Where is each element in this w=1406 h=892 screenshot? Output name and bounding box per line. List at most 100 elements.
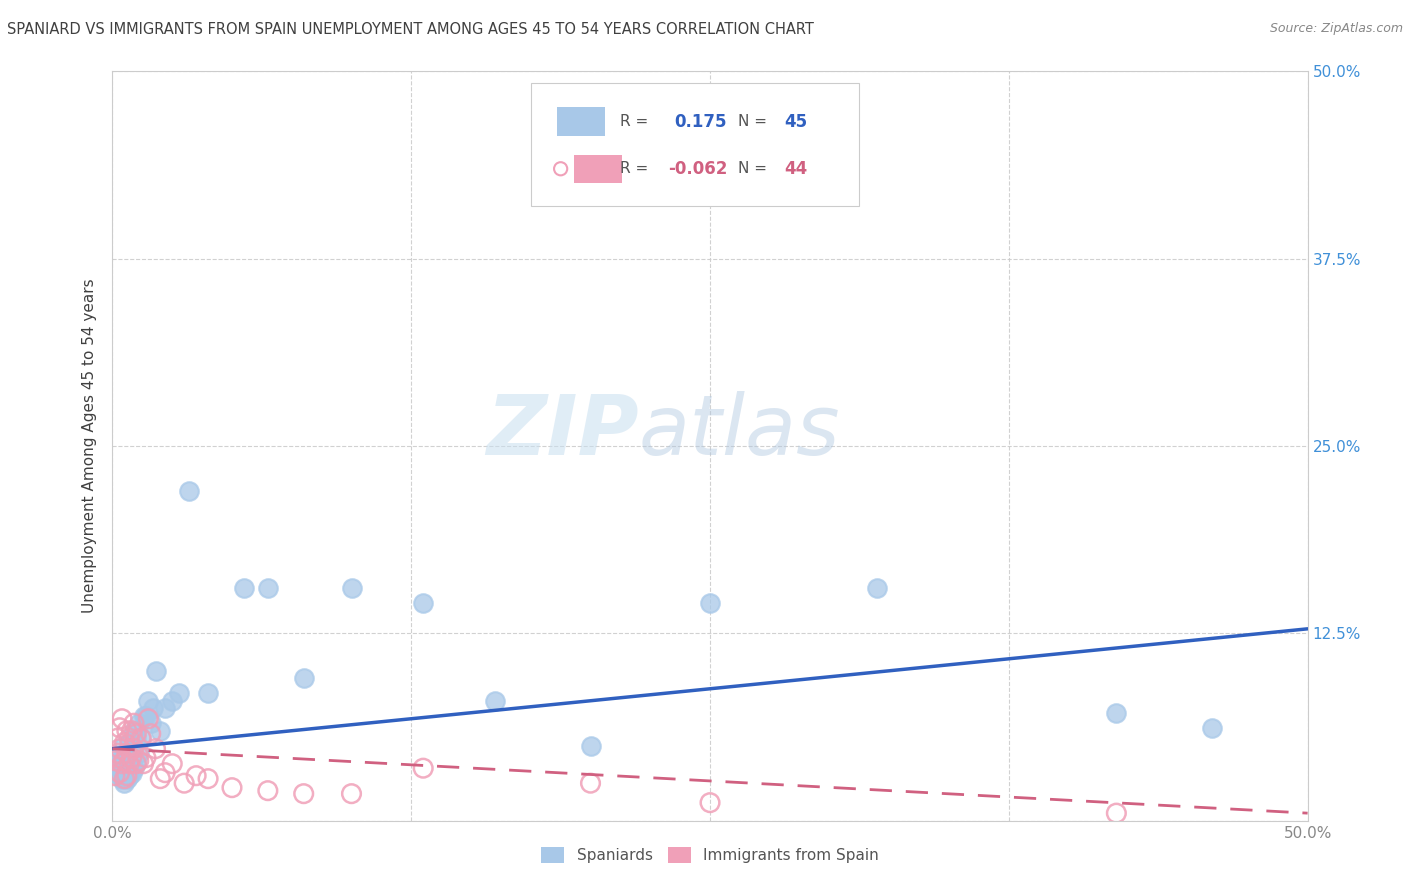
- Text: N =: N =: [738, 161, 772, 177]
- Point: [128, 746, 150, 760]
- Point: [169, 686, 191, 700]
- Point: [122, 761, 145, 775]
- Text: Source: ZipAtlas.com: Source: ZipAtlas.com: [1270, 22, 1403, 36]
- Point: [145, 741, 167, 756]
- Point: [221, 780, 243, 795]
- Point: [340, 582, 363, 596]
- Point: [122, 723, 145, 738]
- Point: [257, 582, 280, 596]
- Text: N =: N =: [738, 114, 772, 129]
- Point: [118, 736, 141, 750]
- Point: [579, 776, 602, 790]
- Point: [105, 746, 128, 760]
- Point: [699, 796, 721, 810]
- Point: [104, 754, 127, 768]
- Point: [292, 671, 315, 685]
- Point: [153, 701, 176, 715]
- Point: [118, 769, 141, 783]
- Point: [105, 756, 128, 771]
- Point: [111, 772, 134, 786]
- Point: [108, 721, 131, 735]
- Point: [128, 754, 150, 768]
- Point: [114, 736, 135, 750]
- Point: [108, 741, 131, 756]
- Point: [177, 483, 200, 498]
- Point: [118, 731, 141, 746]
- Y-axis label: Unemployment Among Ages 45 to 54 years: Unemployment Among Ages 45 to 54 years: [82, 278, 97, 614]
- Point: [114, 754, 135, 768]
- Point: [111, 750, 134, 764]
- Point: [115, 746, 138, 760]
- Point: [121, 741, 143, 756]
- Point: [114, 772, 135, 786]
- FancyBboxPatch shape: [574, 154, 621, 183]
- Point: [114, 776, 135, 790]
- Point: [125, 731, 148, 746]
- Point: [138, 712, 160, 726]
- Point: [233, 582, 256, 596]
- Point: [125, 754, 148, 768]
- Text: 0.175: 0.175: [675, 112, 727, 130]
- Point: [122, 741, 145, 756]
- Point: [1105, 706, 1128, 720]
- FancyBboxPatch shape: [531, 83, 859, 206]
- Point: [114, 739, 135, 753]
- Point: [129, 731, 152, 746]
- Point: [108, 769, 131, 783]
- Point: [122, 716, 145, 731]
- Point: [111, 712, 134, 726]
- Point: [149, 772, 172, 786]
- Point: [115, 723, 138, 738]
- Text: R =: R =: [620, 161, 654, 177]
- Point: [108, 761, 131, 775]
- Point: [145, 664, 167, 678]
- Point: [186, 769, 208, 783]
- Point: [121, 723, 143, 738]
- Point: [173, 776, 195, 790]
- Point: [115, 769, 138, 783]
- Point: [132, 756, 155, 771]
- Text: R =: R =: [620, 114, 654, 129]
- Point: [162, 694, 183, 708]
- Point: [153, 765, 176, 780]
- Text: -0.062: -0.062: [668, 160, 727, 178]
- Text: ZIP: ZIP: [485, 391, 638, 472]
- Point: [139, 727, 162, 741]
- Point: [132, 708, 155, 723]
- Point: [115, 772, 138, 786]
- Point: [125, 756, 148, 771]
- Point: [139, 716, 162, 731]
- Point: [412, 761, 434, 775]
- Point: [128, 716, 150, 731]
- Text: 44: 44: [785, 160, 807, 178]
- Point: [108, 765, 131, 780]
- Point: [135, 750, 157, 764]
- Point: [1201, 721, 1223, 735]
- Point: [866, 582, 889, 596]
- Point: [162, 756, 183, 771]
- Point: [115, 756, 138, 771]
- FancyBboxPatch shape: [557, 107, 605, 136]
- Point: [105, 731, 128, 746]
- Point: [104, 754, 127, 768]
- Point: [412, 596, 434, 610]
- Point: [699, 596, 721, 610]
- Point: [579, 739, 602, 753]
- Point: [197, 686, 219, 700]
- Point: [115, 746, 138, 760]
- Point: [125, 727, 148, 741]
- Point: [121, 750, 143, 764]
- Point: [257, 783, 280, 797]
- Point: [111, 756, 134, 771]
- Point: [118, 756, 141, 771]
- Point: [142, 701, 165, 715]
- Point: [149, 723, 172, 738]
- Point: [340, 787, 363, 801]
- Point: [121, 765, 143, 780]
- Point: [104, 769, 127, 783]
- Point: [138, 694, 160, 708]
- Legend: Spaniards, Immigrants from Spain: Spaniards, Immigrants from Spain: [536, 841, 884, 869]
- Text: SPANIARD VS IMMIGRANTS FROM SPAIN UNEMPLOYMENT AMONG AGES 45 TO 54 YEARS CORRELA: SPANIARD VS IMMIGRANTS FROM SPAIN UNEMPL…: [7, 22, 814, 37]
- Text: 45: 45: [785, 112, 807, 130]
- Text: atlas: atlas: [638, 391, 839, 472]
